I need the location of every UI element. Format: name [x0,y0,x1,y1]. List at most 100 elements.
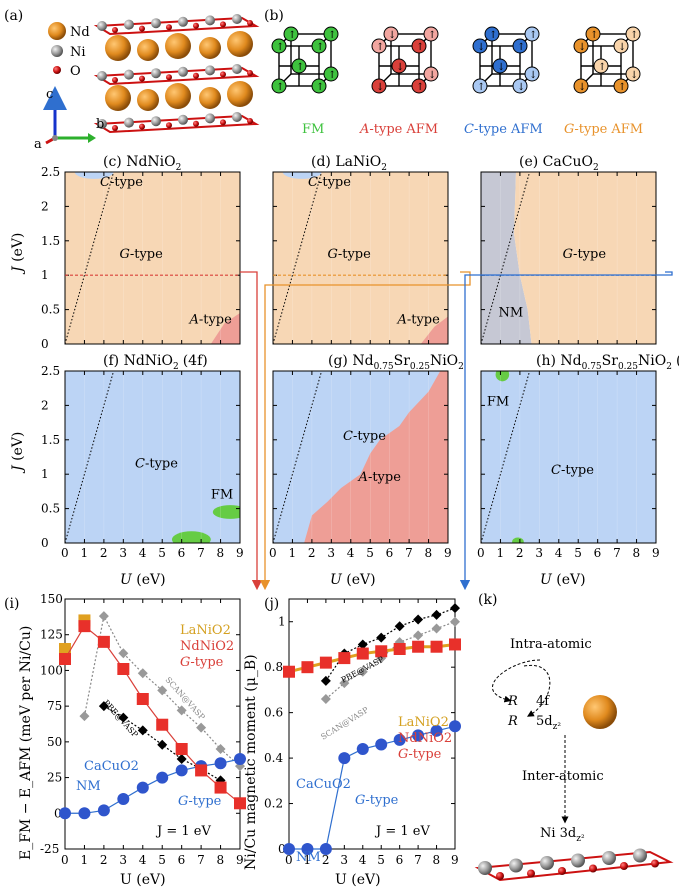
region-label: C-type [100,175,143,190]
legend-o: O [70,64,81,79]
y-tick-label: 0.5 [41,303,60,317]
data-point [118,712,129,723]
j-value-j: J = 1 eV [374,824,430,839]
phase-region-C [481,371,656,543]
x-tick-label: 9 [451,853,459,867]
data-point [196,722,207,733]
plot-frame [272,370,449,544]
ni-atom [571,853,585,868]
x-tick-label: 5 [158,853,166,867]
y-tick-label: 1 [41,268,49,282]
phase-region-C [65,371,240,543]
x-tick-label: 9 [236,853,244,867]
spin-site [585,26,601,42]
data-point [59,653,71,665]
spin-site [291,58,307,74]
spin-site [383,26,399,42]
data-point [214,757,227,770]
x-tick-label: 8 [425,546,433,560]
region-label: A-type [188,312,232,327]
label-g-type-blue-i: G-type [178,794,222,809]
svg-text:↓: ↓ [396,62,404,73]
svg-text:↑: ↑ [328,30,336,41]
data-point [356,647,369,660]
data-point [357,639,368,650]
x-tick-label: 5 [377,853,385,867]
data-point [357,666,368,677]
o-atom [496,872,504,880]
nio2-plane-outline [93,66,260,86]
data-point [376,632,387,643]
svg-text:↑: ↑ [376,42,384,53]
x-tick-label: 5 [366,546,374,560]
phase-region-NM [481,172,532,344]
phase-region-FM [512,537,524,543]
data-point [78,807,91,820]
phase-region-A [420,316,448,344]
u-axis-label: U (eV) [120,572,166,588]
svg-text:↑: ↑ [416,42,424,53]
x-tick-label: 2 [100,546,108,560]
x-tick-label: 6 [386,546,394,560]
magnetic-moment-chart: 0 1 2 3 4 5 6 7 8 900.20.40.60.81(j)LaNiO2NdNiO2G… [243,596,461,888]
energy-difference-chart: 0 1 2 3 4 5 6 7 8 9-250255075100125150(i)LaNiO2Nd… [4,592,246,888]
nio2-plane-outline [93,16,260,36]
x-tick-label: 4 [555,546,563,560]
svg-text:↓: ↓ [388,30,396,41]
panel-title-e: (e) CaCuO2 [519,154,599,173]
data-point [431,623,442,634]
spin-site [411,38,427,54]
spin-site [625,26,641,42]
panel-label-k: (k) [478,592,497,608]
data-point [393,733,406,746]
data-point [137,668,148,679]
o-atom [166,74,172,81]
data-point [118,648,129,659]
x-tick-label: 1 [496,546,504,560]
svg-text:↓: ↓ [630,70,638,81]
svg-text:↑: ↑ [590,30,598,41]
x-tick-label: 1 [303,853,311,867]
axis-c-label: c [46,87,53,102]
ni-atom [178,66,188,77]
o-atom [112,27,118,33]
j-axis-label: J (eV) [10,233,26,275]
spin-site [625,66,641,82]
ni-atom [205,113,215,124]
spin-site [371,38,387,54]
phase-diagram-f: 0 1 2 3 4 5 6 7 8 900.511.522.5(f) NdNiO2 (4f)C-ty… [41,353,244,560]
data-point [137,725,148,736]
x-tick-label: 5 [158,546,166,560]
ni-atom [509,858,523,873]
x-tick-label: 2 [308,546,316,560]
nd-atom [105,35,131,61]
x-tick-label: 3 [119,546,127,560]
x-tick-label: 5 [574,546,582,560]
spin-site [423,26,439,42]
x-tick-label: 7 [197,853,205,867]
spin-site [411,78,427,94]
spin-site [593,58,609,74]
svg-text:↑: ↑ [529,30,537,41]
nd-atom [105,85,131,111]
series-line [289,725,456,850]
ni-atom [97,71,107,81]
label-scan-j: SCAN@VASP [319,705,370,742]
o-atom [139,75,145,82]
panel-title-c: (c) NdNiO2 [103,154,181,173]
x-axis-label-i: U (eV) [120,872,166,888]
panel-title-g: (g) Nd0.75Sr0.25NiO2 [328,353,464,372]
o-atom [220,119,226,126]
legend-ni: Ni [70,45,86,60]
y-tick-label: 0.5 [41,502,60,516]
o-atom [589,864,597,873]
x-tick-label: 0 [285,853,293,867]
y-tick-label: -25 [40,842,59,856]
data-point [301,661,314,674]
nd-atom [199,37,221,59]
spin-site [484,26,500,42]
o-atom [193,22,199,29]
spin-site [391,58,407,74]
o-atom [193,120,199,127]
ni-atom [151,116,161,127]
